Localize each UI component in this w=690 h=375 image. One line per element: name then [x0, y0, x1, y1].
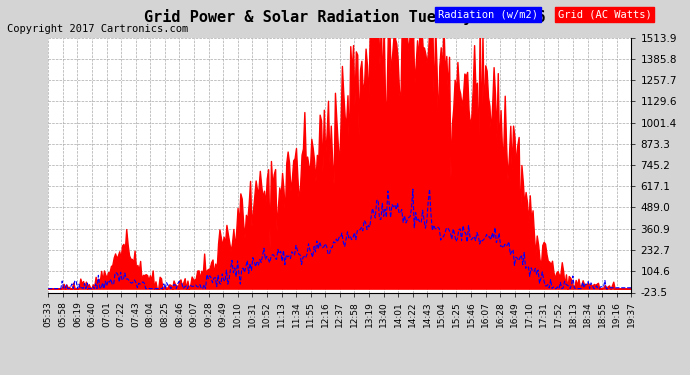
Text: Copyright 2017 Cartronics.com: Copyright 2017 Cartronics.com	[7, 24, 188, 34]
Text: Radiation (w/m2): Radiation (w/m2)	[438, 9, 538, 20]
Text: Grid Power & Solar Radiation Tue May 9 19:56: Grid Power & Solar Radiation Tue May 9 1…	[144, 9, 546, 26]
Text: Grid (AC Watts): Grid (AC Watts)	[558, 9, 651, 20]
